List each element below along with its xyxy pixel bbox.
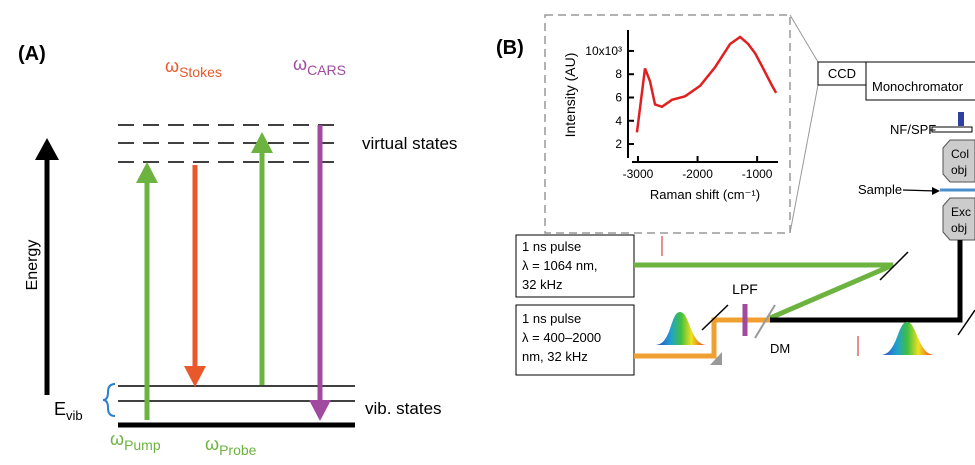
- exc-label: Exc: [951, 205, 971, 219]
- sample-label: Sample: [858, 182, 902, 197]
- zoom-line: [789, 14, 819, 63]
- pointer: [902, 189, 937, 192]
- virtual-levels: [118, 124, 335, 163]
- green-beam: [634, 262, 894, 321]
- filter-label: NF/SPF: [890, 122, 936, 137]
- lpf-label: LPF: [732, 281, 758, 297]
- spectrum: [655, 312, 707, 345]
- col-label: obj: [951, 163, 967, 177]
- x-tick-label: -3000: [623, 167, 654, 181]
- panel-label: (B): [496, 37, 524, 59]
- source-text: 1 ns pulse: [522, 311, 581, 326]
- virtual-label: virtual states: [362, 134, 457, 153]
- exc-objective: [942, 197, 975, 241]
- zoom-line: [789, 84, 819, 234]
- y-tick-label: 8: [615, 67, 622, 81]
- mirror-mount: [710, 352, 722, 365]
- inset-chart: 2 4 6 8 10x10³ -3000 -2000 -1000 Raman shift (cm…: [562, 30, 778, 202]
- arrowhead: [184, 366, 206, 387]
- y-axis-label: Intensity (AU): [562, 53, 578, 138]
- dm-label: DM: [770, 341, 790, 356]
- col-label: Col: [951, 147, 969, 161]
- source-text: 1 ns pulse: [522, 239, 581, 254]
- mirror: [701, 304, 729, 331]
- orange-beam: [634, 317, 770, 359]
- dm: [754, 304, 776, 339]
- black-beam: [770, 240, 963, 323]
- x-axis-label: Raman shift (cm⁻¹): [650, 187, 760, 202]
- evib-label: Evib: [54, 399, 83, 423]
- probe-label: ωProbe: [205, 434, 257, 458]
- y-tick-label: 4: [615, 114, 622, 128]
- spectrum-line: [635, 35, 778, 133]
- vib-label: vib. states: [365, 399, 442, 418]
- source-text: λ = 1064 nm,: [522, 258, 598, 273]
- cars-label: ωCARS: [293, 54, 346, 78]
- x-tick-label: -2000: [682, 167, 713, 181]
- source-text: 32 kHz: [522, 277, 562, 292]
- source-box: [515, 304, 635, 376]
- col-objective: [942, 139, 975, 183]
- panel-label: (A): [18, 43, 46, 65]
- mono-label: Monochromator: [872, 79, 964, 94]
- brace: [102, 383, 116, 417]
- arrowhead: [309, 400, 331, 421]
- spectrum: [880, 322, 935, 355]
- filter-holder: [931, 126, 973, 133]
- arrowhead: [35, 138, 59, 160]
- y-tick-label: 10x10³: [585, 44, 622, 58]
- source-box: [515, 234, 635, 298]
- ccd-label: CCD: [828, 66, 856, 81]
- mono-box: [865, 61, 975, 101]
- source-text: λ = 400–2000: [522, 330, 601, 345]
- energy-label: Energy: [24, 240, 41, 291]
- filter: [958, 112, 964, 126]
- exc-label: obj: [951, 221, 967, 235]
- mirror: [879, 251, 909, 281]
- mirror: [957, 309, 975, 336]
- x-tick-label: -1000: [742, 167, 773, 181]
- arrowhead: [251, 132, 273, 153]
- stokes-label: ωStokes: [165, 56, 222, 80]
- pump-label: ωPump: [110, 429, 161, 453]
- inset-frame: [544, 14, 791, 234]
- arrowhead: [136, 162, 158, 183]
- arrowhead: [932, 187, 940, 195]
- source-text: nm, 32 kHz: [522, 349, 588, 364]
- y-tick-label: 6: [615, 90, 622, 104]
- y-tick-label: 2: [615, 137, 622, 151]
